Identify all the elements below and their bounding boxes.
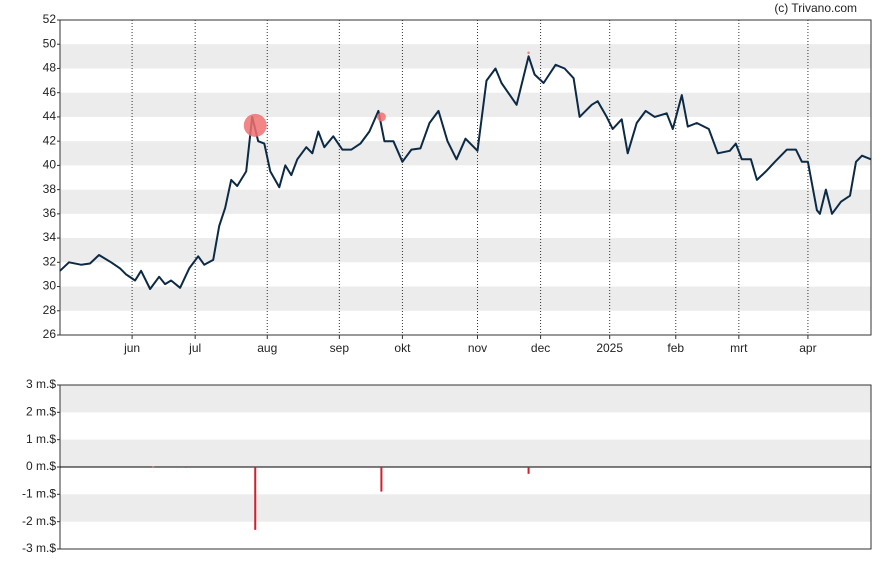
grid-band	[60, 44, 871, 69]
event-marker	[527, 51, 530, 54]
y-tick-label: -3 m.$	[22, 541, 56, 555]
grid-band	[60, 238, 871, 263]
x-tick-label: 2025	[596, 341, 623, 355]
x-tick-label: jul	[188, 341, 201, 355]
y-tick-label: 3 m.$	[26, 377, 56, 391]
grid-band	[60, 141, 871, 166]
price-line	[59, 55, 872, 290]
x-tick-label: jun	[123, 341, 140, 355]
x-tick-label: mrt	[730, 341, 748, 355]
grid-band	[60, 286, 871, 311]
plot-frame	[59, 19, 872, 336]
y-tick-label: 44	[43, 109, 57, 123]
y-tick-label: 52	[43, 12, 57, 26]
y-tick-label: 48	[43, 61, 57, 75]
bar	[380, 467, 383, 492]
y-tick-label: 40	[43, 158, 57, 172]
event-marker	[243, 113, 267, 137]
event-marker	[376, 112, 386, 122]
credit: (c) Trivano.com	[774, 1, 857, 15]
x-tick-label: aug	[257, 341, 277, 355]
bar	[185, 467, 188, 468]
y-tick-label: 38	[43, 182, 57, 196]
y-tick-label: 36	[43, 206, 57, 220]
y-tick-label: 46	[43, 85, 57, 99]
x-tick-label: feb	[667, 341, 684, 355]
y-tick-label: 26	[43, 327, 57, 341]
x-tick-label: okt	[394, 341, 411, 355]
bar	[527, 467, 530, 474]
grid-band	[60, 385, 871, 413]
y-tick-label: 28	[43, 303, 57, 317]
bar	[254, 467, 257, 530]
grid-band	[60, 439, 871, 467]
y-tick-label: 42	[43, 133, 57, 147]
y-tick-label: 1 m.$	[26, 432, 56, 446]
y-tick-label: 32	[43, 254, 57, 268]
grid-band	[60, 494, 871, 522]
y-tick-label: 30	[43, 279, 57, 293]
y-tick-label: 50	[43, 36, 57, 50]
bar	[152, 466, 155, 468]
x-tick-label: apr	[799, 341, 816, 355]
y-tick-label: 2 m.$	[26, 405, 56, 419]
y-tick-label: -1 m.$	[22, 487, 56, 501]
y-tick-label: 34	[43, 230, 57, 244]
x-tick-label: sep	[330, 341, 350, 355]
y-tick-label: -2 m.$	[22, 514, 56, 528]
x-tick-label: dec	[531, 341, 550, 355]
grid-band	[60, 189, 871, 214]
y-tick-label: 0 m.$	[26, 459, 56, 473]
x-tick-label: nov	[468, 341, 487, 355]
grid-band	[60, 92, 871, 117]
